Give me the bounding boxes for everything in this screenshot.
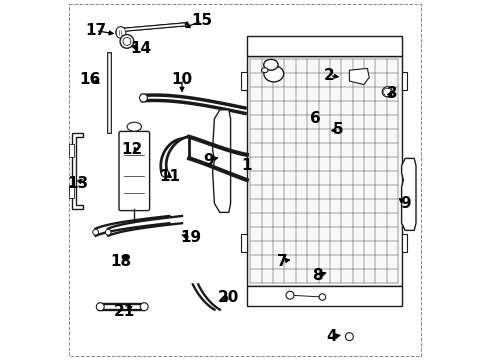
Polygon shape	[213, 110, 231, 212]
Text: 1: 1	[241, 158, 251, 173]
Text: 7: 7	[277, 253, 288, 269]
Bar	[247, 286, 402, 306]
Text: 13: 13	[67, 176, 88, 191]
Ellipse shape	[345, 333, 353, 341]
Text: 19: 19	[180, 230, 201, 245]
Polygon shape	[72, 133, 83, 209]
Ellipse shape	[97, 303, 104, 311]
Ellipse shape	[93, 229, 98, 235]
Text: 5: 5	[333, 122, 344, 137]
Ellipse shape	[162, 170, 169, 177]
Text: 16: 16	[79, 72, 100, 87]
Bar	[69, 185, 74, 198]
Text: 10: 10	[172, 72, 193, 87]
Text: 14: 14	[130, 41, 151, 56]
Text: 8: 8	[312, 268, 322, 283]
Polygon shape	[349, 68, 369, 85]
Text: 4: 4	[326, 329, 337, 344]
FancyBboxPatch shape	[119, 131, 149, 211]
Ellipse shape	[120, 35, 134, 48]
Text: 2: 2	[324, 68, 335, 83]
Text: 18: 18	[110, 253, 131, 269]
Text: 20: 20	[218, 289, 240, 305]
Text: 11: 11	[159, 169, 180, 184]
Text: 15: 15	[191, 13, 212, 28]
Text: 21: 21	[114, 304, 135, 319]
Text: 12: 12	[121, 142, 142, 157]
Text: 17: 17	[85, 23, 106, 38]
Ellipse shape	[140, 94, 147, 102]
Ellipse shape	[286, 291, 294, 299]
Bar	[247, 56, 402, 286]
Bar	[242, 72, 247, 90]
Bar	[242, 234, 247, 252]
Bar	[247, 36, 402, 56]
Text: 9: 9	[400, 196, 411, 211]
Ellipse shape	[319, 294, 326, 300]
Ellipse shape	[262, 68, 268, 73]
Polygon shape	[402, 158, 416, 230]
Ellipse shape	[127, 122, 142, 131]
Ellipse shape	[382, 87, 392, 97]
Ellipse shape	[123, 37, 131, 45]
Text: 6: 6	[310, 111, 320, 126]
Text: 3: 3	[387, 86, 398, 101]
Text: 9: 9	[204, 153, 214, 168]
Bar	[402, 234, 407, 252]
Ellipse shape	[116, 27, 126, 38]
Ellipse shape	[140, 303, 148, 311]
Ellipse shape	[264, 66, 284, 82]
Bar	[69, 144, 74, 157]
Bar	[402, 72, 407, 90]
Ellipse shape	[105, 229, 111, 235]
Ellipse shape	[264, 59, 278, 70]
